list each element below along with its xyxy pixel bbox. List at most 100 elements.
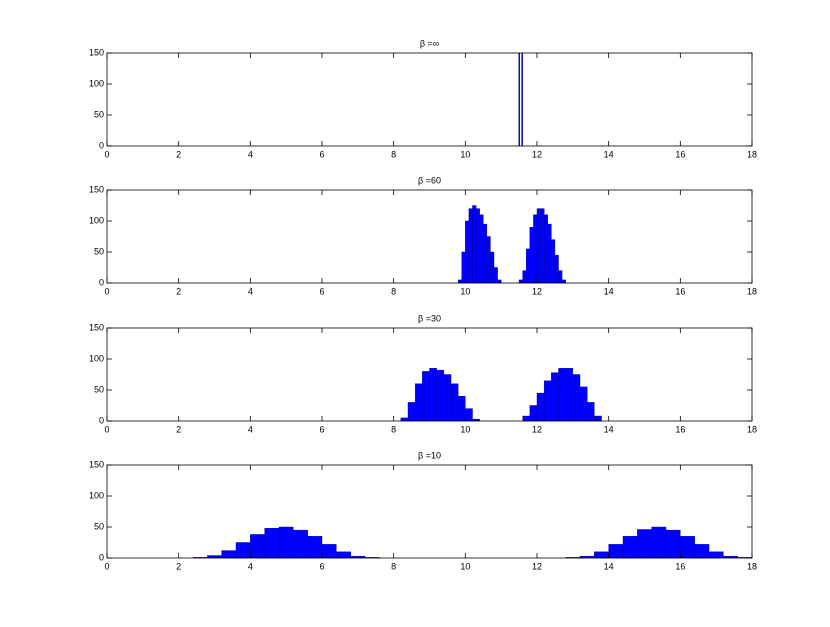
histogram-bar [457, 279, 462, 284]
y-tick-label: 50 [94, 521, 104, 531]
histogram-bar [529, 405, 538, 422]
histogram-bar [694, 544, 710, 559]
x-tick-label: 14 [604, 286, 614, 296]
histogram-bar [680, 536, 695, 559]
x-tick-label: 4 [248, 149, 253, 159]
histogram-bar [551, 239, 556, 284]
x-tick-label: 4 [248, 424, 253, 434]
histogram-bar [490, 251, 495, 284]
histogram-bar [400, 417, 409, 422]
histogram-bar [468, 208, 473, 284]
histogram-bar [651, 526, 667, 559]
x-tick-label: 10 [460, 149, 470, 159]
histogram-bar [336, 551, 351, 559]
x-tick-label: 0 [104, 149, 109, 159]
histogram-bar [547, 223, 552, 284]
y-tick-label: 0 [99, 552, 104, 562]
x-tick-label: 6 [319, 286, 324, 296]
histogram-bar [586, 402, 595, 422]
histogram-bar [665, 529, 681, 559]
x-tick-label: 0 [104, 424, 109, 434]
y-tick-label: 150 [89, 47, 104, 57]
histogram-bar [529, 226, 534, 284]
histogram-bar [543, 380, 552, 422]
y-tick-label: 100 [89, 78, 104, 88]
x-tick-label: 12 [532, 561, 542, 571]
histogram-bar [551, 372, 559, 422]
x-tick-label: 16 [675, 561, 685, 571]
histogram-bar [565, 368, 574, 422]
x-tick-label: 8 [391, 424, 396, 434]
histogram-bar [278, 526, 294, 559]
histogram-bar [558, 270, 563, 284]
histogram-bar [429, 368, 437, 422]
x-tick-label: 12 [532, 286, 542, 296]
histogram-bar [572, 374, 581, 422]
x-tick-label: 8 [391, 286, 396, 296]
y-tick-label: 0 [99, 415, 104, 425]
x-tick-label: 14 [604, 149, 614, 159]
histogram-bar [518, 52, 520, 147]
y-tick-label: 50 [94, 384, 104, 394]
x-tick-label: 12 [532, 424, 542, 434]
y-tick-label: 100 [89, 490, 104, 500]
y-tick-label: 0 [99, 277, 104, 287]
histogram-bar [540, 208, 545, 284]
histogram-bar [321, 544, 337, 559]
x-tick-label: 0 [104, 561, 109, 571]
axes-box [106, 327, 753, 422]
histogram-bar [594, 415, 602, 422]
histogram-bar [543, 214, 548, 284]
histogram-bar [475, 208, 480, 284]
subplot-title: β =∞ [420, 38, 439, 48]
histogram-bar [518, 279, 523, 284]
y-tick-label: 150 [89, 184, 104, 194]
histogram-bar [637, 529, 652, 559]
histogram-bar [443, 374, 452, 422]
subplot-title: β =10 [418, 450, 441, 460]
y-tick-label: 50 [94, 109, 104, 119]
x-tick-label: 6 [319, 149, 324, 159]
histogram-bar [558, 368, 566, 422]
x-tick-label: 18 [747, 149, 757, 159]
x-tick-label: 10 [460, 424, 470, 434]
x-tick-label: 4 [248, 561, 253, 571]
histogram-bar [457, 396, 466, 422]
x-tick-label: 16 [675, 286, 685, 296]
x-tick-label: 2 [176, 424, 181, 434]
x-tick-label: 14 [604, 561, 614, 571]
histogram-bar [594, 551, 609, 559]
histogram-bar [422, 371, 430, 422]
x-tick-label: 14 [604, 424, 614, 434]
histogram-bar [579, 386, 588, 422]
y-tick-label: 150 [89, 322, 104, 332]
x-tick-label: 6 [319, 561, 324, 571]
x-tick-label: 4 [248, 286, 253, 296]
histogram-bar [497, 279, 502, 284]
x-tick-label: 0 [104, 286, 109, 296]
histogram-bar [522, 270, 527, 284]
x-tick-label: 18 [747, 424, 757, 434]
axes-box [106, 189, 753, 284]
histogram-bar [536, 208, 541, 284]
histogram-bar [264, 528, 280, 559]
histogram-bar [465, 408, 473, 422]
y-tick-label: 50 [94, 246, 104, 256]
x-tick-label: 18 [747, 561, 757, 571]
x-tick-label: 2 [176, 149, 181, 159]
x-tick-label: 8 [391, 149, 396, 159]
histogram-bar [465, 220, 470, 284]
x-tick-label: 10 [460, 286, 470, 296]
x-tick-label: 8 [391, 561, 396, 571]
histogram-bar [526, 248, 531, 284]
x-tick-label: 12 [532, 149, 542, 159]
x-tick-label: 2 [176, 561, 181, 571]
histogram-bar [536, 392, 545, 422]
histogram-bar [622, 536, 638, 559]
x-tick-label: 6 [319, 424, 324, 434]
histogram-bar [521, 52, 523, 147]
histogram-bar [479, 214, 484, 284]
histogram-bar [250, 534, 265, 559]
x-tick-label: 2 [176, 286, 181, 296]
